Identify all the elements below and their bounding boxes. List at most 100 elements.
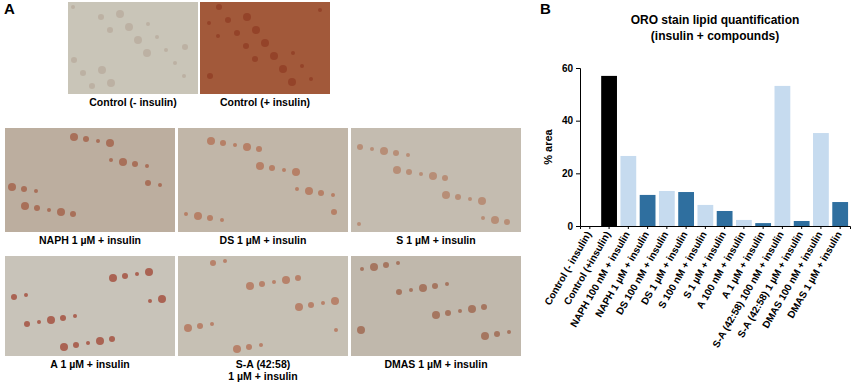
bar (582, 226, 598, 227)
caption: DMAS 1 µM + insulin (384, 358, 487, 370)
micrograph-image (200, 2, 330, 94)
y-tick-mark (576, 121, 580, 122)
cell-blob (83, 136, 89, 142)
caption: S-A (42:58) (236, 358, 290, 370)
bar (832, 202, 848, 226)
cell-blob (261, 39, 269, 47)
cell-blob (445, 310, 451, 316)
figure: AControl (- insulin)Control (+ insulin)N… (0, 0, 858, 386)
bar (601, 76, 617, 226)
cell-blob (73, 314, 77, 318)
micrograph-image (178, 128, 348, 232)
cell-blob (272, 280, 276, 284)
cell-blob (107, 27, 113, 33)
panel-b: BORO stain lipid quantification(insulin … (540, 0, 851, 349)
cell-blob (73, 342, 79, 348)
y-tick-mark (576, 173, 580, 174)
cell-blob (216, 34, 220, 38)
cell-blob (182, 44, 188, 50)
chart-subtitle: (insulin + compounds) (651, 29, 779, 43)
bar (659, 191, 675, 226)
cell-blob (259, 343, 263, 347)
x-tick-mark (628, 226, 629, 229)
cell-blob (246, 282, 254, 290)
cell-blob (256, 146, 262, 152)
caption: 1 µM + insulin (228, 370, 297, 382)
cell-blob (288, 78, 296, 86)
x-tick-mark (724, 226, 725, 229)
cell-blob (406, 169, 412, 175)
y-axis-line (576, 69, 581, 227)
cell-blob (184, 324, 192, 332)
cell-blob (291, 51, 295, 55)
x-tick-label: DMAS 1 µM + insulin (785, 229, 844, 320)
bar (678, 192, 694, 226)
cell-blob (295, 303, 303, 311)
micrograph-image (5, 256, 175, 356)
bar (640, 195, 656, 226)
cell-blob (295, 275, 301, 281)
cell-blob (360, 267, 364, 271)
cell-blob (357, 326, 365, 334)
cell-blob (60, 315, 66, 321)
panel-label: B (540, 0, 551, 17)
bar (775, 86, 791, 226)
x-tick-mark (666, 226, 667, 229)
cell-blob (481, 216, 485, 220)
cell-blob (256, 162, 264, 170)
cell-blob (300, 64, 304, 68)
cell-blob (234, 30, 240, 36)
cell-blob (21, 186, 27, 192)
cell-blob (269, 165, 275, 171)
cell-blob (259, 281, 265, 287)
cell-blob (370, 147, 374, 151)
cell-blob (442, 191, 450, 199)
cell-blob (135, 272, 139, 276)
cell-blob (308, 302, 314, 308)
x-tick-mark (705, 226, 706, 229)
micrograph: DS 1 µM + insulin (178, 128, 348, 246)
cell-blob (109, 336, 115, 342)
bar (794, 221, 810, 226)
cell-blob (182, 74, 186, 78)
cell-blob (432, 311, 440, 319)
x-tick-mark (782, 226, 783, 229)
cell-blob (106, 139, 114, 147)
cell-blob (233, 345, 241, 353)
x-tick-mark (647, 226, 648, 229)
cell-blob (207, 73, 213, 79)
cell-blob (24, 293, 28, 297)
y-tick-mark (576, 226, 580, 227)
cell-blob (34, 189, 38, 193)
caption: A 1 µM + insulin (50, 358, 129, 370)
cell-blob (225, 17, 231, 23)
x-tick-mark (820, 226, 821, 229)
panel-label: A (4, 0, 15, 17)
cell-blob (478, 197, 486, 205)
cell-blob (370, 263, 378, 271)
cell-blob (432, 283, 438, 289)
x-tick-mark (763, 226, 764, 229)
cell-blob (318, 190, 324, 196)
cell-blob (292, 168, 300, 176)
y-tick-label: 40 (562, 115, 574, 126)
y-axis: 0204060 (562, 63, 581, 232)
cell-blob (380, 147, 388, 155)
y-tick-label: 20 (562, 168, 574, 179)
cell-blob (419, 284, 427, 292)
cell-blob (60, 343, 68, 351)
cell-blob (125, 23, 133, 31)
cell-blob (455, 194, 461, 200)
micrograph: Control (- insulin) (68, 2, 198, 108)
micrograph: S 1 µM + insulin (351, 128, 521, 246)
cell-blob (132, 161, 138, 167)
cell-blob (37, 320, 41, 324)
cell-blob (146, 22, 150, 26)
cell-blob (393, 166, 401, 174)
micrograph-image (68, 2, 198, 94)
bar (620, 156, 636, 226)
micrograph-image (178, 256, 348, 356)
cell-blob (47, 208, 51, 212)
cell-blob (158, 295, 166, 303)
cell-blob (207, 215, 213, 221)
